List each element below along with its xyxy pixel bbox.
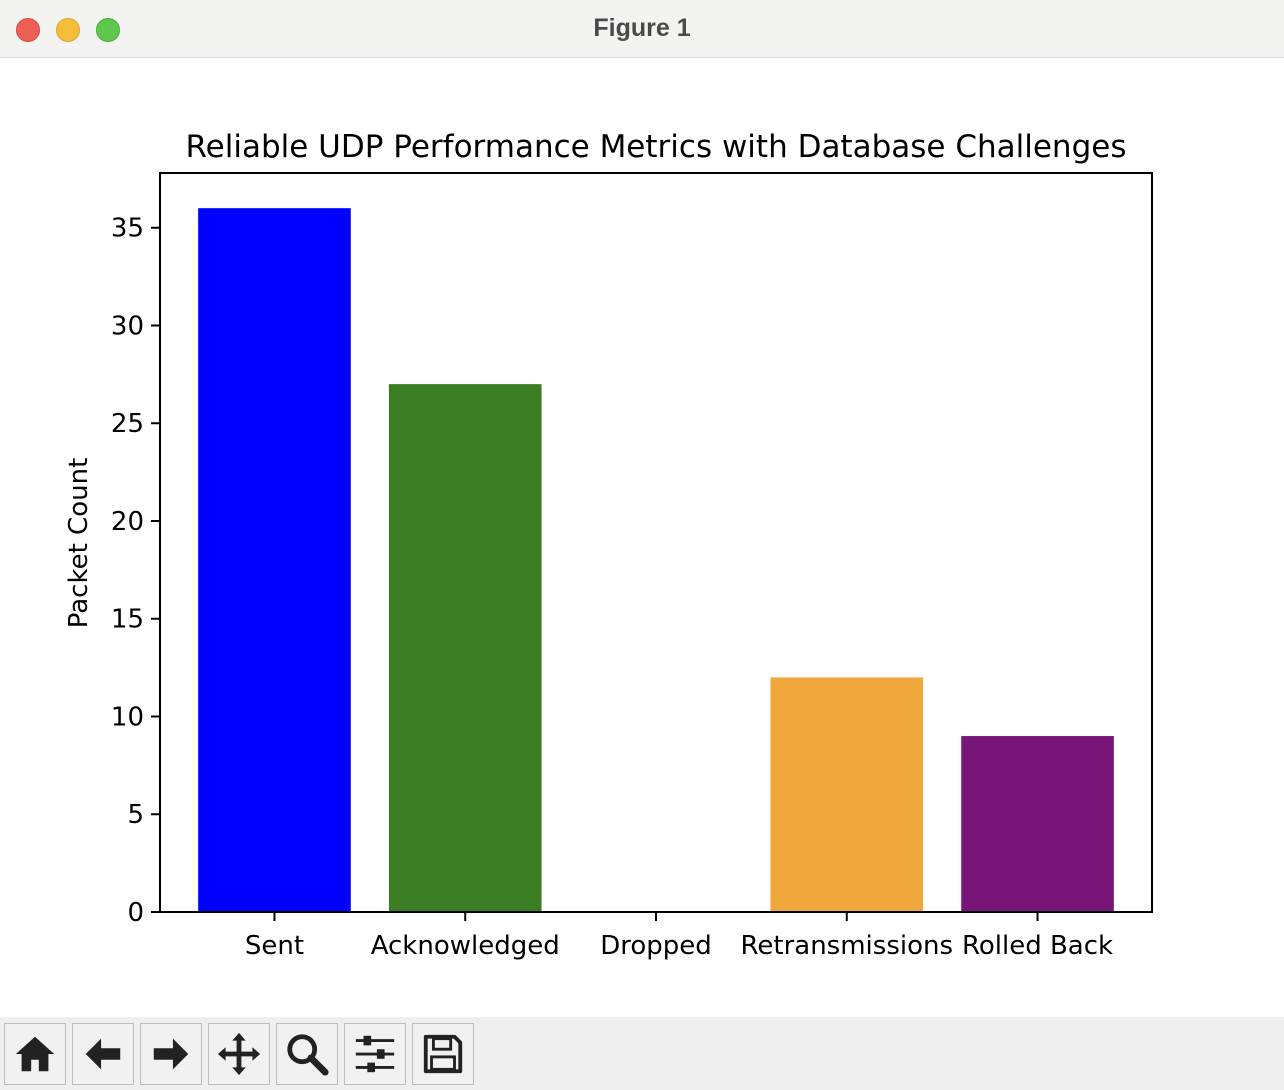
home-icon [15, 1036, 55, 1072]
close-window-button[interactable] [16, 18, 40, 42]
x-axis-ticks: Sent Acknowledged Dropped Retransmissions Ro… [245, 912, 1113, 961]
bar-acknowledged [388, 384, 542, 913]
x-tick-label: Sent [245, 931, 304, 961]
arrow-right-icon [153, 1038, 189, 1070]
back-button[interactable] [72, 1023, 134, 1085]
x-tick-label: Acknowledged [371, 931, 560, 961]
y-tick-label: 5 [127, 800, 144, 830]
x-tick-label: Dropped [600, 931, 712, 961]
forward-button[interactable] [140, 1023, 202, 1085]
floppy-disk-icon [423, 1034, 463, 1074]
sliders-icon [355, 1035, 395, 1073]
y-tick-label: 25 [111, 409, 144, 439]
x-tick-label: Retransmissions [740, 931, 953, 961]
y-tick-label: 30 [111, 311, 144, 341]
y-tick-label: 0 [127, 898, 144, 928]
zoom-button[interactable] [276, 1023, 338, 1085]
bar-chart: Reliable UDP Performance Metrics with Da… [64, 129, 1153, 961]
maximize-window-button[interactable] [96, 18, 120, 42]
figure-canvas: Reliable UDP Performance Metrics with Da… [0, 59, 1284, 1017]
axes-frame [159, 172, 1153, 913]
bar-retransmissions [770, 677, 924, 912]
y-axis-ticks: 0 5 10 15 20 25 30 35 [111, 214, 160, 928]
save-button[interactable] [412, 1023, 474, 1085]
y-axis-label: Packet Count [64, 458, 94, 629]
x-tick-label: Rolled Back [962, 931, 1113, 961]
pan-button[interactable] [208, 1023, 270, 1085]
bar-sent [198, 208, 351, 912]
move-icon [217, 1032, 261, 1076]
window-titlebar: Figure 1 [0, 0, 1284, 58]
y-tick-label: 20 [111, 507, 144, 537]
navigation-toolbar [0, 1017, 1284, 1090]
configure-subplots-button[interactable] [344, 1023, 406, 1085]
minimize-window-button[interactable] [56, 18, 80, 42]
bars-group [198, 208, 1114, 913]
y-tick-label: 15 [111, 605, 144, 635]
magnifier-icon [287, 1034, 329, 1076]
bar-rolled-back [961, 736, 1114, 912]
window-title: Figure 1 [593, 14, 691, 42]
chart-title: Reliable UDP Performance Metrics with Da… [186, 129, 1127, 165]
y-tick-label: 35 [111, 214, 144, 244]
home-button[interactable] [4, 1023, 66, 1085]
arrow-left-icon [85, 1038, 121, 1070]
y-tick-label: 10 [111, 702, 144, 732]
